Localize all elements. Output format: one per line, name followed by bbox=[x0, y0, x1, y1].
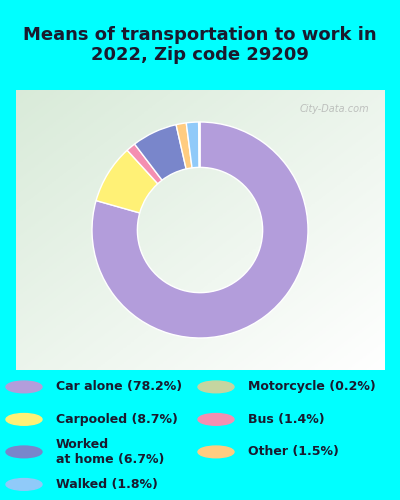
Circle shape bbox=[6, 381, 42, 393]
Text: Car alone (78.2%): Car alone (78.2%) bbox=[56, 380, 182, 394]
Circle shape bbox=[198, 381, 234, 393]
Text: Carpooled (8.7%): Carpooled (8.7%) bbox=[56, 413, 178, 426]
Wedge shape bbox=[96, 150, 158, 213]
Circle shape bbox=[6, 446, 42, 458]
Wedge shape bbox=[186, 122, 199, 168]
Wedge shape bbox=[127, 144, 162, 184]
Text: Means of transportation to work in
2022, Zip code 29209: Means of transportation to work in 2022,… bbox=[23, 26, 377, 64]
Text: Worked
at home (6.7%): Worked at home (6.7%) bbox=[56, 438, 164, 466]
Text: Bus (1.4%): Bus (1.4%) bbox=[248, 413, 325, 426]
Wedge shape bbox=[176, 123, 192, 169]
Circle shape bbox=[6, 414, 42, 425]
Text: Motorcycle (0.2%): Motorcycle (0.2%) bbox=[248, 380, 376, 394]
Circle shape bbox=[198, 446, 234, 458]
Text: City-Data.com: City-Data.com bbox=[300, 104, 369, 114]
Wedge shape bbox=[199, 122, 200, 168]
Text: Other (1.5%): Other (1.5%) bbox=[248, 446, 339, 458]
Wedge shape bbox=[134, 124, 186, 180]
Circle shape bbox=[198, 414, 234, 425]
Circle shape bbox=[6, 478, 42, 490]
Text: Walked (1.8%): Walked (1.8%) bbox=[56, 478, 158, 491]
Wedge shape bbox=[92, 122, 308, 338]
